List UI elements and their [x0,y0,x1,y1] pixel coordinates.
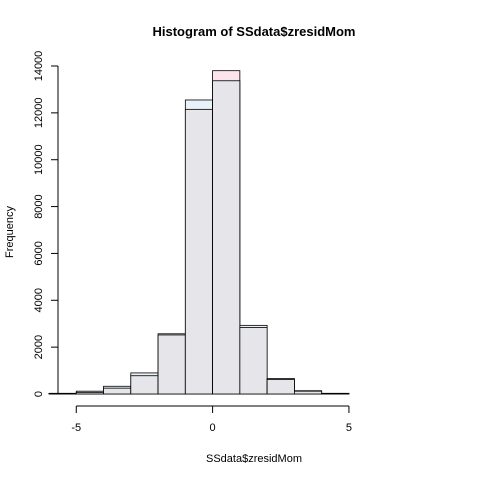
y-tick-label: 14000 [33,51,45,82]
y-tick-label: 8000 [33,194,45,218]
histogram-bar-overlap [239,327,268,395]
x-tick-label: -5 [71,422,81,434]
histogram-bar-overlap [266,379,295,395]
x-tick-label: 0 [210,422,216,434]
chart-title: Histogram of SSdata$zresidMom [153,24,356,39]
histogram-bar-overlap [184,108,213,395]
histogram-bar-overlap [212,80,241,395]
histogram-bars [48,70,350,395]
x-tick-label: 5 [346,422,352,434]
y-tick-label: 2000 [33,335,45,359]
x-axis-label: SSdata$zresidMom [206,453,302,465]
histogram-bar-overlap [130,375,159,395]
y-tick-label: 12000 [33,98,45,129]
histogram-bar-overlap [293,390,323,395]
y-axis: 0 2000 4000 6000 8000 10000 12000 14000 [33,51,59,397]
histogram-bar-overlap [103,387,132,395]
y-tick-label: 10000 [33,144,45,175]
x-axis: -5 0 5 [71,405,352,434]
histogram-bar-overlap [75,391,104,395]
y-axis-label: Frequency [4,206,16,258]
y-tick-label: 6000 [33,241,45,265]
histogram-bar-overlap [157,334,186,395]
y-tick-label: 4000 [33,288,45,312]
y-tick-label: 0 [33,391,45,397]
